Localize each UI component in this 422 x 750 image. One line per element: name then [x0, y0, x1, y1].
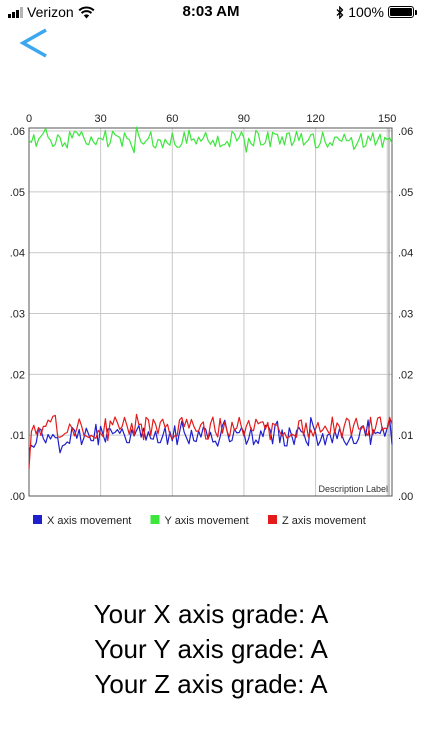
- grade-z: Your Z axis grade: A: [94, 669, 328, 699]
- y-tick-label-right: .02: [398, 369, 413, 381]
- legend-swatch: [268, 515, 277, 524]
- legend-label: Z axis movement: [282, 515, 366, 527]
- chevron-left-icon: [19, 28, 47, 58]
- series-line-y: [28, 126, 393, 154]
- y-tick-label-right: .01: [398, 430, 413, 442]
- x-tick-label: 90: [238, 113, 250, 125]
- x-tick-label: 0: [26, 113, 32, 125]
- y-tick-label-right: .03: [398, 309, 413, 321]
- y-tick-label-left: .04: [10, 248, 25, 260]
- battery-icon: [388, 6, 417, 18]
- y-tick-label-right: .04: [398, 248, 413, 260]
- y-tick-label-right: .00: [398, 491, 413, 503]
- signal-icon: [8, 6, 23, 18]
- battery-fill: [390, 8, 412, 16]
- x-tick-label: 150: [378, 113, 396, 125]
- wifi-icon: [78, 5, 95, 18]
- y-tick-label-left: .02: [10, 369, 25, 381]
- movement-chart: 0 30 60 90 120 150 .00 .00 .01 .01 .02 .02 .03 .03 .04…: [0, 108, 422, 538]
- y-tick-label-left: .05: [10, 187, 25, 199]
- grade-y: Your Y axis grade: A: [94, 634, 328, 664]
- plot-frame: [28, 127, 393, 497]
- bluetooth-icon: [336, 5, 344, 19]
- x-tick-label: 120: [306, 113, 324, 125]
- status-time: 8:03 AM: [182, 3, 240, 20]
- status-right: 100%: [336, 4, 417, 20]
- legend-swatch: [33, 515, 42, 524]
- y-tick-label-left: .01: [10, 430, 25, 442]
- series-line-z: [28, 413, 393, 469]
- status-left: Verizon: [8, 4, 95, 20]
- y-tick-label-right: .06: [398, 126, 413, 138]
- y-tick-label-left: .03: [10, 309, 25, 321]
- status-bar: Verizon 8:03 AM 100%: [0, 0, 422, 24]
- legend-label: X axis movement: [47, 515, 131, 527]
- grade-x: Your X axis grade: A: [93, 599, 329, 629]
- y-tick-label-right: .05: [398, 187, 413, 199]
- y-tick-label-left: .00: [10, 491, 25, 503]
- grades-panel: Your X axis grade: A Your Y axis grade: …: [0, 597, 422, 702]
- x-tick-label: 30: [95, 113, 107, 125]
- carrier-label: Verizon: [27, 4, 74, 20]
- chart-svg: 0 30 60 90 120 150 .00 .00 .01 .01 .02 .02 .03 .03 .04…: [10, 113, 414, 527]
- x-tick-label: 60: [166, 113, 178, 125]
- back-button[interactable]: [16, 22, 56, 62]
- description-label: Description Label: [318, 484, 388, 494]
- legend-swatch: [150, 515, 160, 524]
- y-tick-label-left: .06: [10, 126, 25, 138]
- battery-percent: 100%: [348, 4, 384, 20]
- legend-label: Y axis movement: [165, 515, 249, 527]
